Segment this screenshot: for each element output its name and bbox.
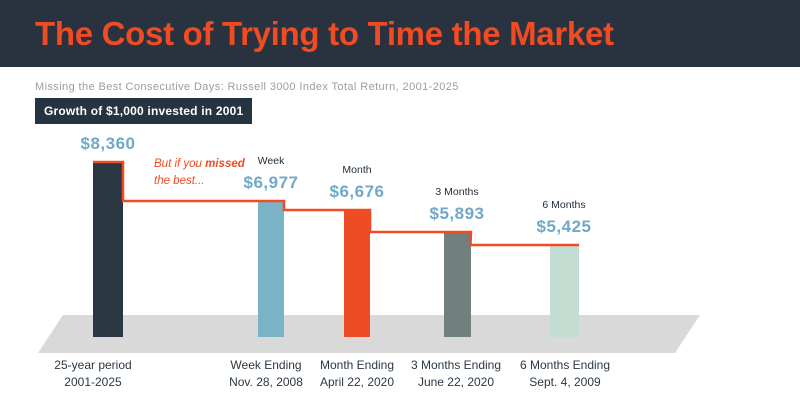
bar-2 bbox=[344, 210, 370, 337]
category-label-2: Month Ending April 22, 2020 bbox=[287, 357, 427, 391]
annotation-prefix: But if you bbox=[154, 158, 206, 170]
category-label-line: 3 Months Ending bbox=[410, 358, 502, 372]
growth-badge: Growth of $1,000 invested in 2001 bbox=[35, 98, 253, 124]
category-label-line: June 22, 2020 bbox=[417, 375, 495, 389]
header-banner: The Cost of Trying to Time the Market bbox=[0, 0, 800, 67]
category-label-line: April 22, 2020 bbox=[319, 375, 395, 389]
bar-4 bbox=[550, 245, 579, 337]
page-title: The Cost of Trying to Time the Market bbox=[35, 14, 614, 52]
value-label-0: $8,360 bbox=[80, 134, 136, 153]
category-label-line: Nov. 28, 2008 bbox=[229, 375, 303, 389]
bar-3 bbox=[444, 232, 471, 337]
category-label-line: 6 Months Ending bbox=[519, 358, 611, 372]
category-label-line: Month Ending bbox=[319, 358, 395, 372]
annotation-bold: missed bbox=[205, 158, 245, 170]
category-label-line: 25-year period bbox=[54, 358, 132, 372]
value-label-3: $5,893 bbox=[429, 204, 485, 223]
category-label-line: Week Ending bbox=[230, 358, 302, 372]
category-label-4: 6 Months Ending Sept. 4, 2009 bbox=[495, 357, 635, 391]
chart-subtitle: Missing the Best Consecutive Days: Russe… bbox=[35, 81, 459, 93]
period-label-2: Month bbox=[342, 164, 372, 176]
bar-1 bbox=[258, 201, 284, 337]
category-label-1: Week Ending Nov. 28, 2008 bbox=[196, 357, 336, 391]
category-label-3: 3 Months Ending June 22, 2020 bbox=[386, 357, 526, 391]
bar-0 bbox=[93, 162, 123, 337]
category-label-line: 2001-2025 bbox=[64, 375, 122, 389]
period-label-4: 6 Months bbox=[542, 199, 586, 211]
value-label-4: $5,425 bbox=[536, 217, 592, 236]
category-label-line: Sept. 4, 2009 bbox=[529, 375, 601, 389]
annotation-suffix: the best... bbox=[154, 175, 205, 188]
missed-best-annotation: But if you missed the best... bbox=[154, 156, 260, 191]
period-label-3: 3 Months bbox=[435, 186, 479, 198]
category-label-0: 25-year period 2001-2025 bbox=[23, 357, 163, 391]
